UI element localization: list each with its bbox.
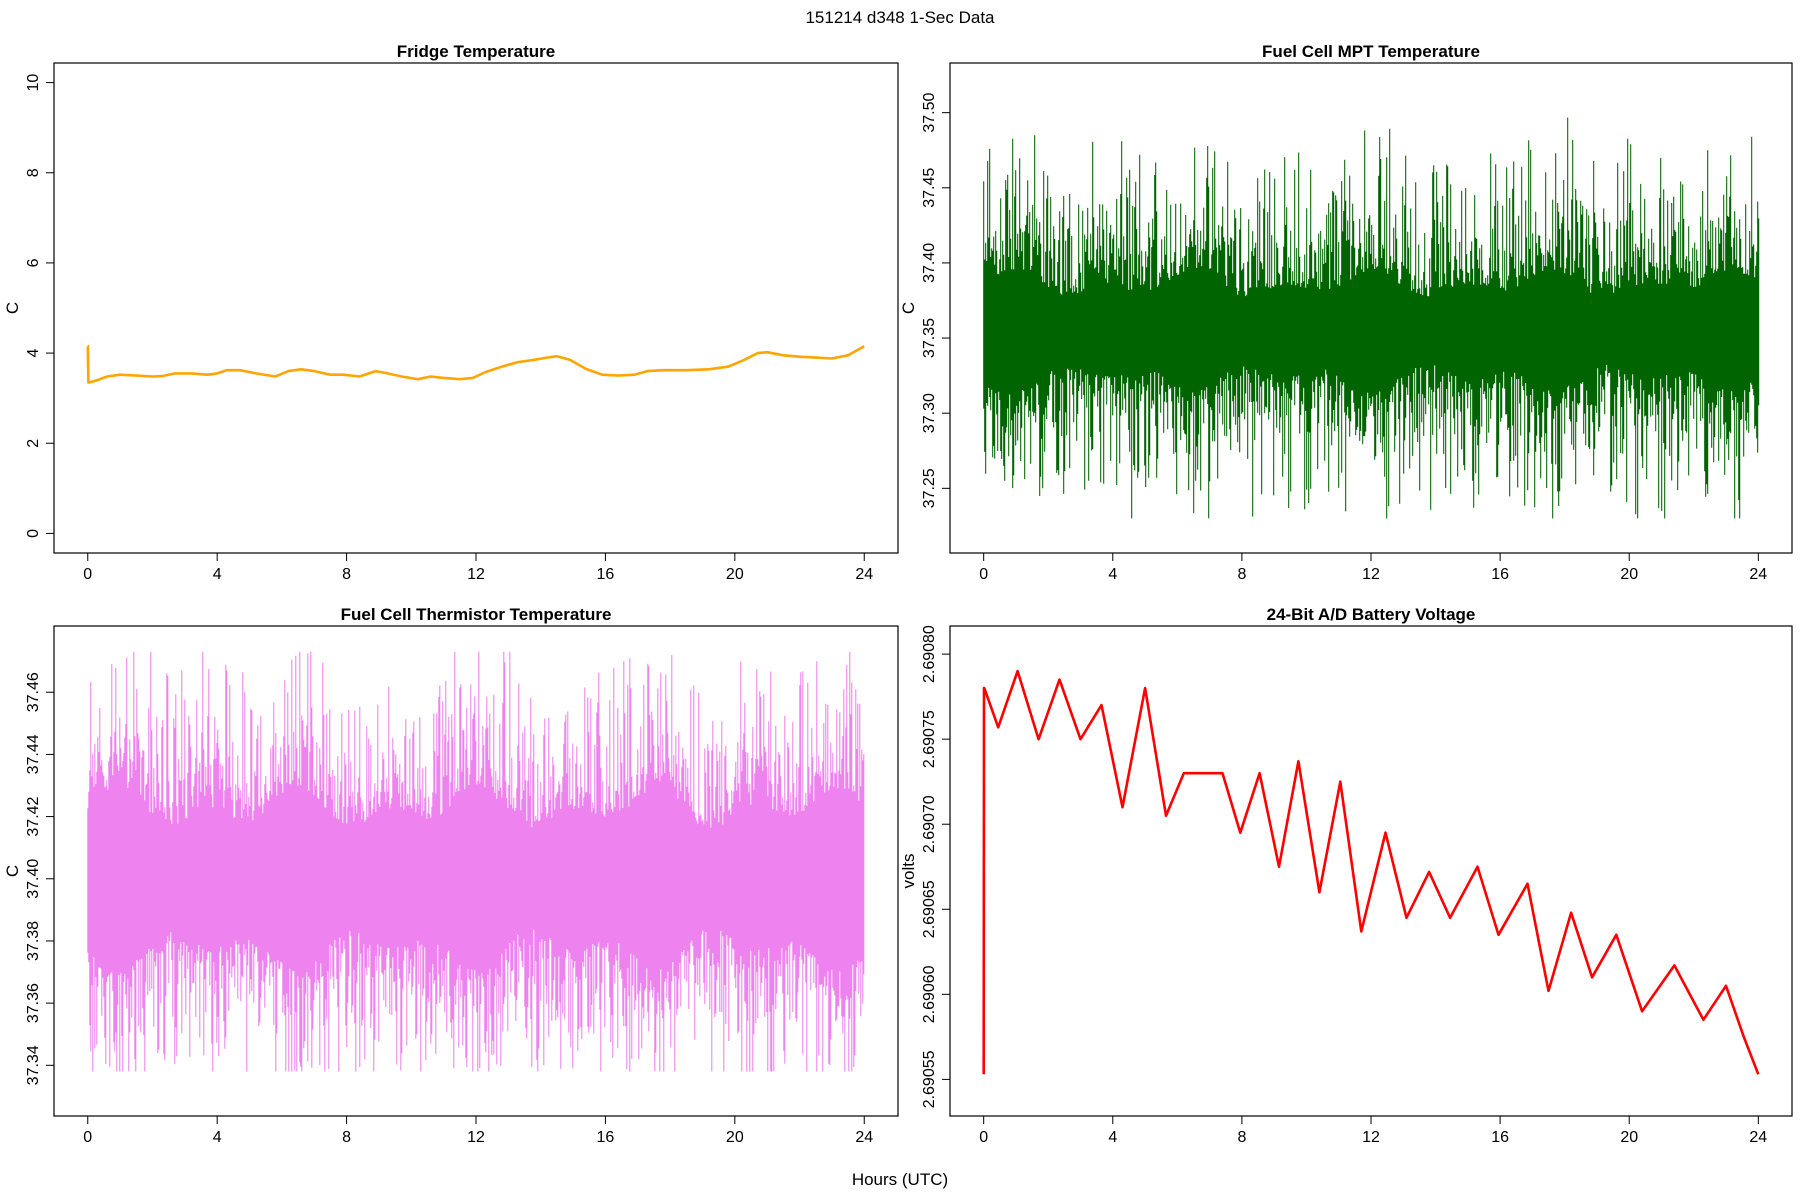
y-tick-label: 2.69070 [921,795,938,853]
y-axis-label: C [899,302,918,314]
y-tick-label: 37.36 [25,983,42,1023]
plot-frame [949,625,1793,1117]
plot-frame [53,625,899,1117]
x-tick-label: 24 [855,1129,873,1146]
y-tick-label: 2.69080 [921,625,938,683]
y-tick-label: 37.46 [25,672,42,712]
panel-title: Fuel Cell MPT Temperature [1262,42,1480,61]
x-tick-label: 16 [597,1129,615,1146]
x-tick-label: 12 [467,1129,485,1146]
x-tick-label: 20 [726,1129,744,1146]
series-line-fridge [86,345,865,384]
y-tick-label: 2.69065 [921,880,938,938]
panel-thermistor: Fuel Cell Thermistor Temperature C 0 4 8 12 16… [3,605,899,1146]
x-tick-label: 0 [83,566,92,583]
y-axis-label: volts [899,854,918,889]
x-tick-label: 12 [1362,1129,1380,1146]
y-tick-label: 37.40 [921,243,938,283]
x-tick-label: 0 [979,1129,988,1146]
series-noise-mpt [983,117,1760,519]
x-tick-label: 8 [342,566,351,583]
y-tick-label: 8 [25,168,42,177]
y-tick-label: 2.69060 [921,965,938,1023]
x-tick-label: 4 [1108,566,1117,583]
x-tick-label: 16 [597,566,615,583]
y-tick-label: 2 [25,439,42,448]
x-tick-label: 16 [1491,1129,1509,1146]
panel-title: 24-Bit A/D Battery Voltage [1267,605,1476,624]
x-tick-label: 20 [1620,1129,1638,1146]
y-tick-label: 2.69055 [921,1050,938,1108]
x-tick-label: 8 [1237,566,1246,583]
y-tick-label: 0 [25,529,42,538]
y-tick-label: 37.40 [25,859,42,899]
y-tick-label: 10 [25,74,42,92]
y-tick-label: 4 [25,349,42,358]
y-tick-label: 37.35 [921,318,938,358]
plot-frame [53,62,899,554]
x-axis-label: Hours (UTC) [852,1170,948,1189]
y-axis-label: C [3,302,22,314]
x-tick-label: 12 [1362,566,1380,583]
x-tick-label: 8 [1237,1129,1246,1146]
y-tick-label: 37.50 [921,93,938,133]
x-tick-label: 4 [213,566,222,583]
x-tick-label: 8 [342,1129,351,1146]
x-tick-label: 16 [1491,566,1509,583]
y-tick-label: 37.25 [921,468,938,508]
x-tick-label: 12 [467,566,485,583]
x-tick-label: 20 [1620,566,1638,583]
y-tick-label: 37.30 [921,393,938,433]
panel-mpt: Fuel Cell MPT Temperature C 0 4 8 12 16 20 24 37.… [899,42,1793,583]
series-line-battery [982,669,1760,1075]
series-noise-thermistor [87,651,865,1072]
plot-frame [949,62,1793,554]
x-tick-label: 20 [726,566,744,583]
x-tick-label: 0 [979,566,988,583]
y-tick-label: 2.69075 [921,710,938,768]
panel-battery: 24-Bit A/D Battery Voltage volts 0 4 8 12 16 20… [899,605,1793,1146]
y-tick-label: 37.34 [25,1045,42,1085]
x-tick-label: 4 [1108,1129,1117,1146]
y-axis-label: C [3,865,22,877]
y-tick-label: 37.44 [25,734,42,774]
y-tick-label: 37.45 [921,168,938,208]
x-tick-label: 4 [213,1129,222,1146]
y-tick-label: 6 [25,258,42,267]
x-tick-label: 24 [1749,1129,1767,1146]
x-tick-label: 0 [83,1129,92,1146]
panel-title: Fuel Cell Thermistor Temperature [341,605,612,624]
x-tick-label: 24 [855,566,873,583]
page-title: 151214 d348 1-Sec Data [805,8,995,27]
y-tick-label: 37.42 [25,796,42,836]
panel-title: Fridge Temperature [397,42,555,61]
x-tick-label: 24 [1749,566,1767,583]
y-tick-label: 37.38 [25,921,42,961]
